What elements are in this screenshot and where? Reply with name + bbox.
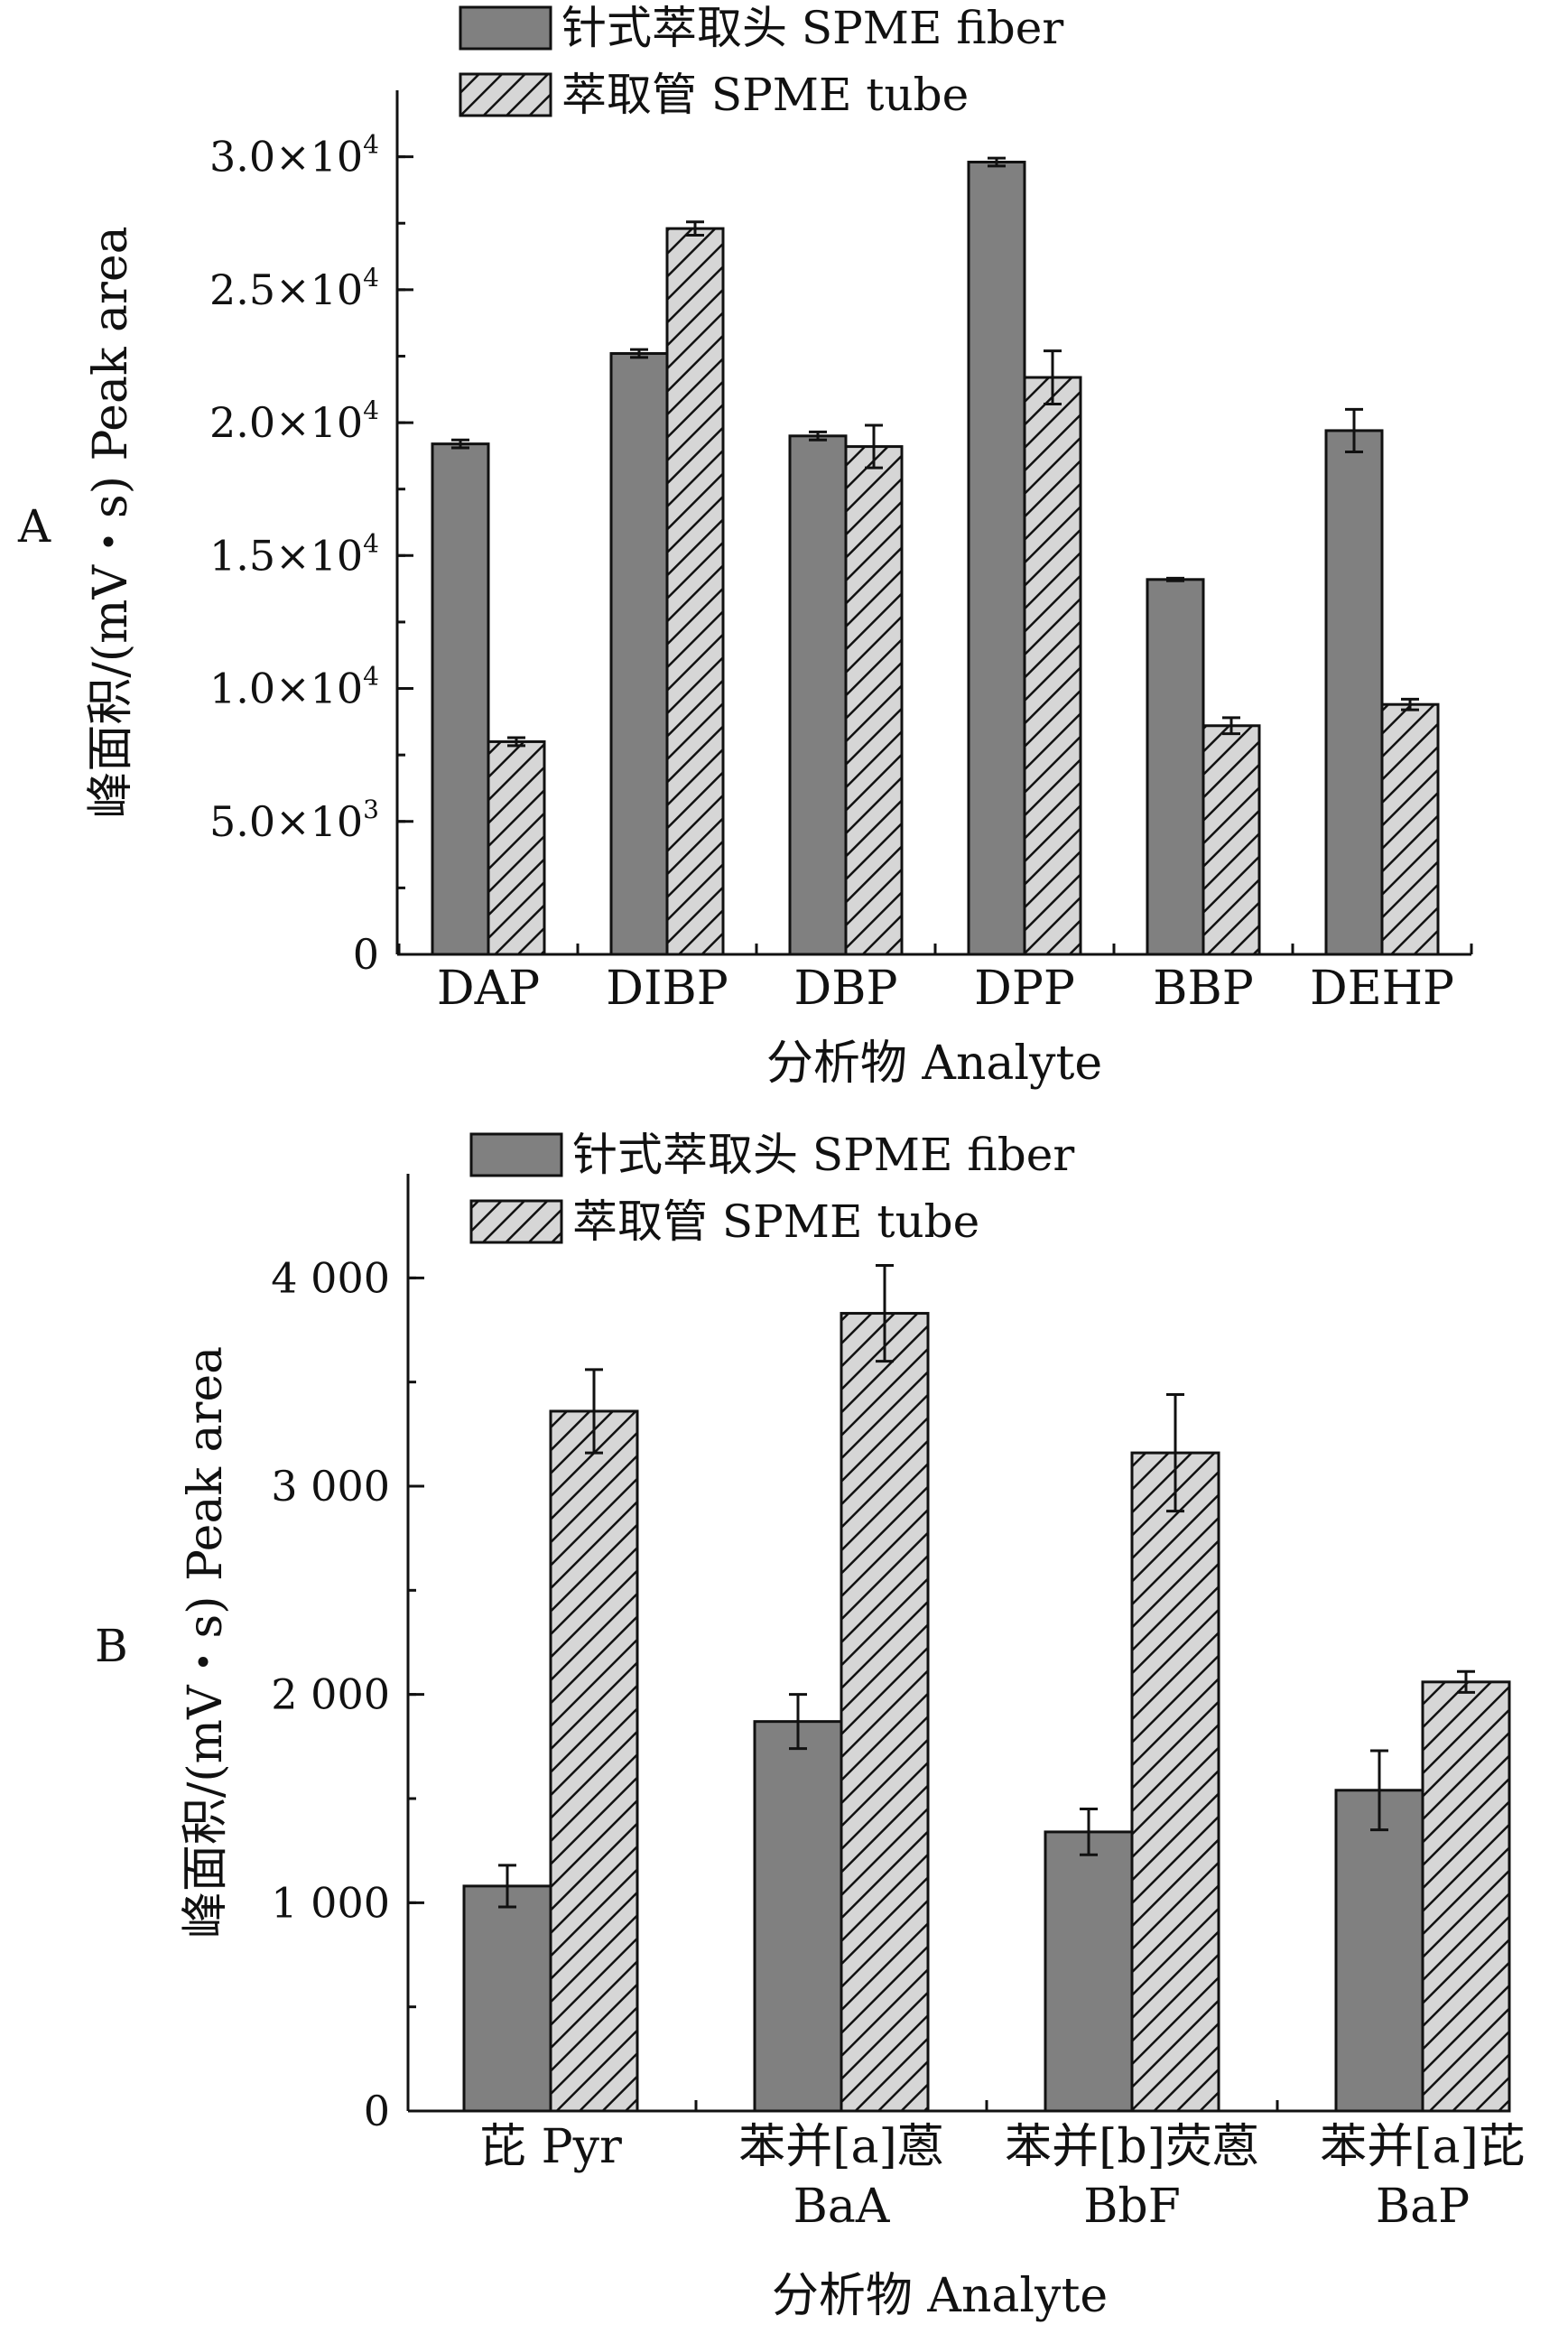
panel-b-bar-tube — [840, 1312, 930, 2113]
panel-a-category-label: DPP — [974, 962, 1075, 1016]
panel-b-error-bar — [1370, 1749, 1388, 1832]
panel-a-error-bar — [1222, 716, 1240, 736]
panel-a-bar-tube — [1380, 702, 1440, 956]
panel-a-error-bar — [865, 423, 883, 470]
panel-b-legend-label: 针式萃取头 SPME fiber — [572, 1129, 1074, 1181]
panel-b-legend-label: 萃取管 SPME tube — [572, 1195, 979, 1248]
panel-b-error-bar — [789, 1693, 807, 1751]
panel-a-x-axis-title: 分析物 Analyte — [766, 1037, 1102, 1091]
panel-b-error-bar — [585, 1368, 603, 1455]
panel-a-category-label: BBP — [1153, 962, 1253, 1016]
panel-a-bar-fiber — [1324, 429, 1384, 956]
panel-b-bar-tube — [549, 1409, 639, 2113]
panel-b-category-label: 苯并[b]荧蒽 — [1005, 2120, 1259, 2174]
panel-a-panel-letter: A — [17, 500, 51, 553]
panel-a-y-tick-label: 1.0×104 — [209, 662, 379, 713]
panel-a-error-bar — [809, 430, 827, 442]
panel-b-legend-swatch-tube — [469, 1199, 563, 1244]
panel-a-legend-label: 萃取管 SPME tube — [561, 69, 969, 121]
panel-b-y-tick-label: 2 000 — [271, 1670, 390, 1719]
panel-a-y-tick-label: 0 — [353, 930, 379, 979]
panel-a-error-bar — [451, 438, 469, 450]
panel-b-panel-letter: B — [95, 1620, 128, 1672]
panel-a-error-bar — [1401, 697, 1419, 711]
panel-b-category-label: 苯并[a]蒽 — [738, 2120, 944, 2174]
panel-a-bar-tube — [665, 227, 725, 956]
panel-a-bar-tube — [1202, 724, 1261, 956]
panel-b-category-label: 苯并[a]芘 — [1320, 2120, 1526, 2174]
panel-b-error-bar — [498, 1864, 516, 1909]
panel-a-y-axis-title: 峰面积/(mV・s) Peak area — [84, 226, 138, 818]
panel-a-legend-label: 针式萃取头 SPME fiber — [561, 2, 1063, 54]
panel-a-bar-tube — [1023, 376, 1082, 956]
panel-a-legend-swatch-fiber — [459, 5, 552, 51]
panel-b-legend-swatch-fiber — [469, 1132, 563, 1177]
panel-a-category-label: DIBP — [606, 962, 728, 1016]
panel-b-y-tick-label: 0 — [364, 2087, 390, 2135]
panel-a-bar-tube — [844, 445, 904, 956]
panel-a-y-tick-label: 2.0×104 — [209, 395, 379, 447]
panel-a-error-bar — [988, 156, 1006, 168]
panel-a-error-bar — [1044, 349, 1062, 405]
panel-b-category-label: BaA — [793, 2180, 891, 2234]
panel-b-x-axis-title: 分析物 Analyte — [772, 2269, 1108, 2323]
panel-a-bar-tube — [487, 739, 546, 956]
panel-a-y-tick-label: 3.0×104 — [209, 130, 379, 181]
panel-b-category-label: 芘 Pyr — [479, 2120, 622, 2174]
panel-a-y-tick-label: 1.5×104 — [209, 528, 379, 580]
panel-a-category-label: DEHP — [1310, 962, 1454, 1016]
panel-b-bar-fiber — [1044, 1830, 1134, 2113]
panel-b-chart: B 芘 Pyr 苯并[a]蒽 BaA 苯并[b]荧蒽 BbF 苯并[a]芘 BaP 0 1 000… — [95, 1129, 1526, 2323]
panel-b-bar-tube — [1421, 1680, 1511, 2113]
panel-b-error-bar — [1166, 1393, 1184, 1513]
panel-b-y-axis-title: 峰面积/(mV・s) Peak area — [179, 1346, 233, 1939]
panel-b-category-label: BaP — [1376, 2180, 1470, 2234]
panel-a-category-label: DBP — [794, 962, 898, 1016]
panel-b-y-tick-label: 1 000 — [271, 1878, 390, 1927]
panel-a-bar-fiber — [1146, 578, 1205, 956]
panel-a-bar-fiber — [609, 352, 669, 956]
panel-b-bar-fiber — [753, 1720, 843, 2113]
panel-b-bar-fiber — [462, 1884, 552, 2113]
panel-a-legend-swatch-tube — [459, 72, 552, 117]
panel-b-category-label: BbF — [1083, 2180, 1181, 2234]
panel-b-y-tick-label: 4 000 — [271, 1253, 390, 1302]
panel-a-category-label: DAP — [437, 962, 540, 1016]
panel-a-bar-fiber — [788, 434, 848, 956]
panel-a-error-bar — [1166, 576, 1184, 582]
panel-a-error-bar — [507, 736, 525, 748]
panel-b-error-bar — [876, 1263, 894, 1363]
panel-a-bar-fiber — [431, 442, 490, 956]
panel-a-chart: A DAP DIBP DBP DPP BBP DEHP 0 5.0×103 1.0×104 1.5×… — [17, 2, 1473, 1091]
panel-a-error-bar — [630, 348, 648, 359]
panel-a-error-bar — [686, 220, 704, 237]
panel-a-y-tick-label: 2.5×104 — [209, 263, 379, 314]
panel-a-bar-fiber — [967, 161, 1026, 956]
panel-b-error-bar — [1080, 1808, 1098, 1856]
panel-a-y-tick-label: 5.0×103 — [209, 795, 379, 846]
panel-b-bar-tube — [1130, 1451, 1220, 2113]
panel-b-y-tick-label: 3 000 — [271, 1462, 390, 1511]
panel-b-bar-fiber — [1334, 1789, 1424, 2113]
panel-b-error-bar — [1457, 1669, 1475, 1694]
panel-a-error-bar — [1345, 407, 1363, 453]
